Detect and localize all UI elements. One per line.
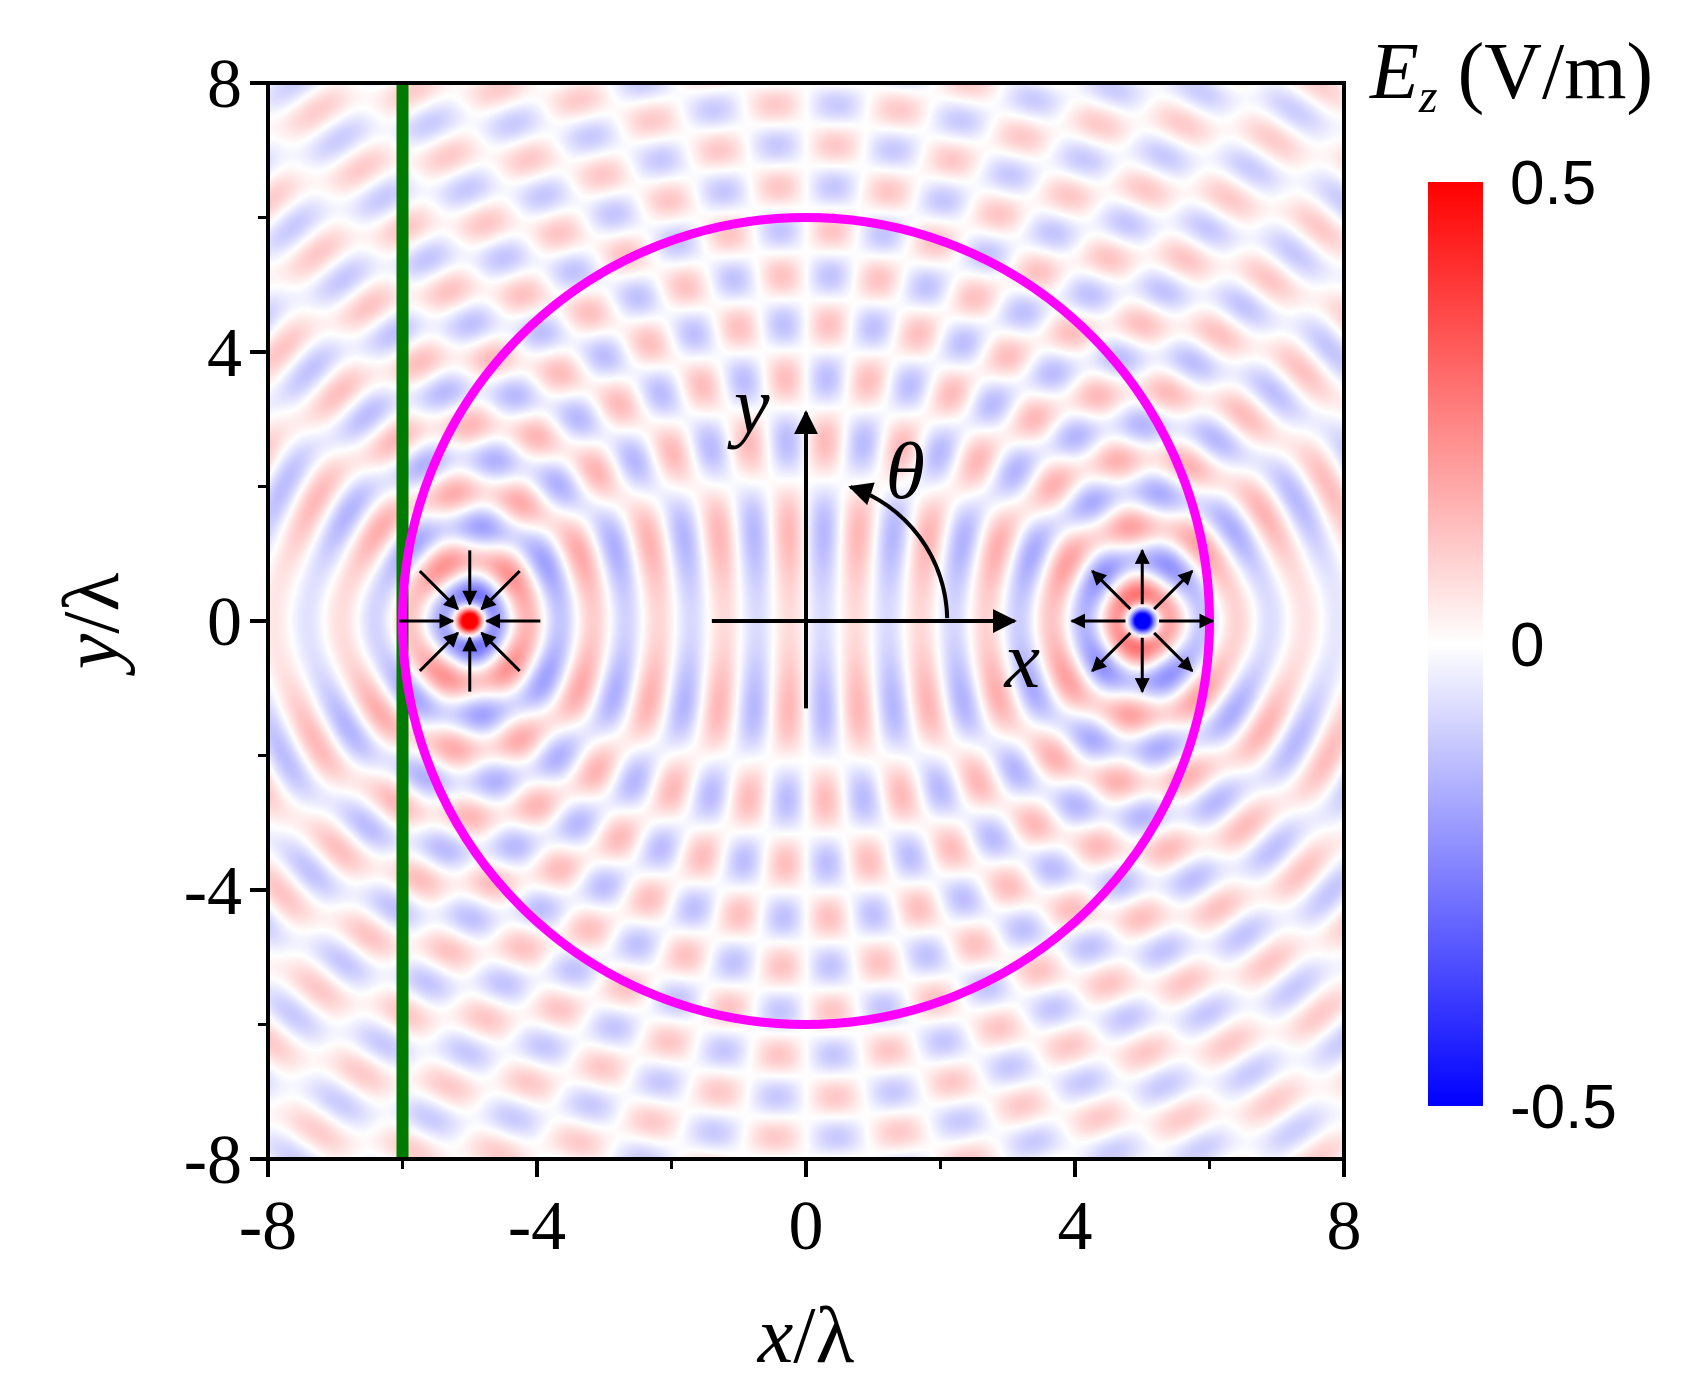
y-tick-label: 8 [207,46,242,123]
x-tick-label: 8 [1327,1188,1362,1265]
colorbar-gradient [1428,182,1483,1106]
colorbar-title: Ez (V/m) [1369,28,1653,123]
field-arrow [418,631,459,672]
y-tick-label: -4 [184,853,242,930]
source-arrows [1070,548,1215,694]
x-tick-label: 4 [1058,1188,1093,1265]
y-tick-label: -8 [184,1122,242,1199]
colorbar: 0.5 0 -0.5 Ez (V/m) [1369,28,1653,1142]
theta-arc [848,482,950,619]
colorbar-tick-label: -0.5 [1510,1073,1617,1142]
colorbar-tick-label: 0.5 [1510,149,1596,218]
field-arrow [480,631,521,672]
field-arrow [1153,570,1194,611]
overlays [396,83,1215,1159]
field-arrow [1091,631,1132,672]
coord-y-label: y [727,363,770,451]
field-arrow [1091,570,1132,611]
y-tick-label: 0 [207,584,242,661]
colorbar-ticks: 0.5 0 -0.5 [1510,149,1617,1142]
x-tick-label: -8 [239,1188,297,1265]
colorbar-tick-label: 0 [1510,611,1544,680]
y-tick-label: 4 [207,315,242,392]
field-arrow [418,570,459,611]
theta-label: θ [886,428,925,516]
x-tick-label: -4 [508,1188,566,1265]
field-arrow [1153,631,1194,672]
x-axis: -8 -4 0 4 8 [239,1159,1362,1265]
sink-arrows [399,550,541,692]
x-tick-label: 0 [789,1188,824,1265]
field-arrow [480,570,521,611]
x-axis-title: x/λ [757,1292,855,1380]
y-axis: 8 4 0 -4 -8 [184,46,268,1199]
y-axis-title: y/λ [48,573,136,677]
coord-x-label: x [1003,617,1040,705]
